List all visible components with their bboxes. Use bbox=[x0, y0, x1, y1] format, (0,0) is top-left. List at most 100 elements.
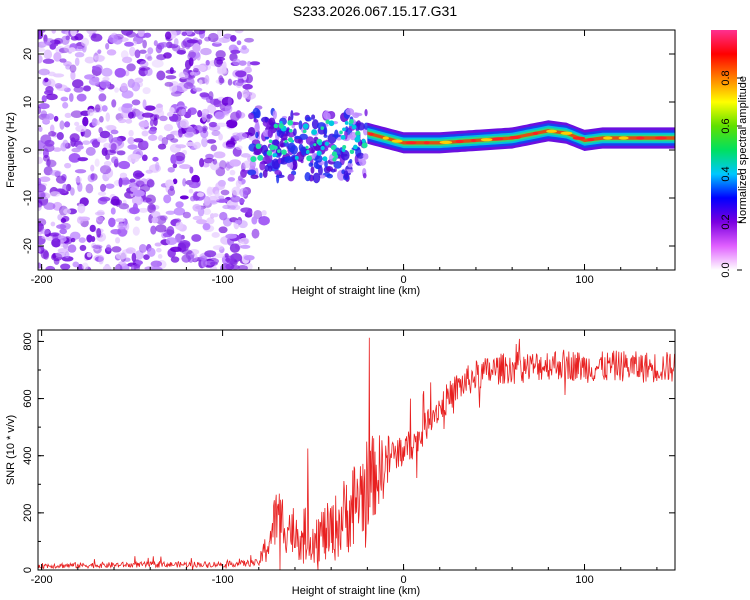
noise-blob bbox=[188, 181, 201, 189]
transition-highlight bbox=[278, 123, 284, 129]
noise-blob bbox=[43, 202, 56, 210]
noise-blob bbox=[120, 82, 128, 92]
noise-blob bbox=[230, 111, 240, 122]
noise-blob bbox=[172, 178, 178, 185]
noise-blob bbox=[156, 70, 166, 81]
noise-blob bbox=[95, 119, 101, 126]
noise-blob bbox=[189, 84, 196, 90]
noise-blob bbox=[79, 244, 87, 252]
transition-highlight bbox=[284, 139, 288, 144]
transition-blob bbox=[334, 129, 339, 139]
noise-blob bbox=[99, 79, 111, 89]
noise-blob bbox=[230, 264, 240, 270]
noise-blob bbox=[91, 118, 98, 127]
noise-blob bbox=[129, 46, 136, 57]
transition-blob bbox=[362, 172, 367, 179]
colorbar-tick-label: 0.0 bbox=[720, 262, 732, 277]
transition-blob bbox=[279, 140, 284, 148]
noise-blob bbox=[42, 58, 55, 64]
noise-blob bbox=[170, 246, 182, 253]
noise-blob bbox=[236, 91, 242, 100]
noise-blob bbox=[133, 138, 144, 143]
noise-blob bbox=[175, 201, 184, 208]
noise-blob bbox=[48, 131, 57, 137]
noise-blob bbox=[225, 255, 235, 264]
noise-blob bbox=[212, 245, 224, 251]
noise-blob bbox=[165, 210, 176, 215]
noise-blob bbox=[148, 128, 157, 135]
noise-blob bbox=[132, 203, 138, 213]
transition-highlight bbox=[313, 143, 317, 147]
transition-blob bbox=[289, 161, 294, 170]
noise-blob bbox=[167, 166, 175, 173]
noise-blob bbox=[132, 170, 144, 179]
noise-blob bbox=[199, 255, 207, 262]
noise-blob bbox=[225, 233, 238, 239]
noise-blob bbox=[150, 211, 161, 218]
transition-highlight bbox=[257, 154, 264, 161]
noise-blob bbox=[116, 150, 126, 156]
x-tick-label: 0 bbox=[400, 274, 406, 286]
noise-blob bbox=[205, 59, 210, 66]
noise-blob bbox=[200, 47, 212, 56]
noise-blob bbox=[127, 136, 135, 145]
transition-highlight bbox=[320, 126, 325, 130]
transition-highlight bbox=[342, 145, 347, 150]
noise-blob bbox=[110, 129, 119, 135]
noise-blob bbox=[249, 61, 261, 66]
noise-blob bbox=[131, 252, 137, 263]
noise-blob bbox=[179, 195, 189, 200]
x-tick-label: -100 bbox=[212, 574, 234, 586]
transition-highlight bbox=[330, 145, 336, 151]
noise-blob bbox=[138, 66, 151, 71]
transition-highlight bbox=[273, 123, 279, 129]
noise-blob bbox=[215, 253, 226, 259]
noise-blob bbox=[216, 122, 228, 127]
noise-blob bbox=[202, 222, 211, 231]
noise-blob bbox=[205, 153, 214, 160]
noise-blob bbox=[38, 54, 43, 64]
transition-highlight bbox=[317, 141, 323, 146]
transition-highlight bbox=[281, 149, 287, 155]
noise-blob bbox=[235, 132, 248, 140]
noise-blob bbox=[74, 169, 87, 174]
noise-blob bbox=[235, 81, 244, 87]
noise-blob bbox=[55, 175, 67, 184]
transition-highlight bbox=[305, 150, 310, 155]
transition-highlight bbox=[344, 121, 349, 125]
noise-blob bbox=[38, 47, 46, 52]
tone-peak bbox=[560, 131, 573, 135]
transition-blob bbox=[268, 165, 273, 172]
noise-blob bbox=[70, 237, 76, 243]
noise-blob bbox=[114, 263, 123, 270]
transition-blob bbox=[364, 109, 368, 117]
noise-blob bbox=[201, 137, 208, 148]
noise-blob bbox=[179, 164, 192, 170]
noise-blob bbox=[219, 77, 225, 84]
noise-blob bbox=[51, 30, 57, 34]
noise-blob bbox=[97, 49, 102, 54]
transition-highlight bbox=[294, 155, 299, 160]
noise-blob bbox=[70, 70, 76, 81]
noise-blob bbox=[115, 218, 126, 223]
transition-highlight bbox=[351, 124, 357, 130]
noise-blob bbox=[189, 166, 194, 174]
noise-blob bbox=[151, 59, 164, 68]
noise-blob bbox=[47, 71, 56, 77]
noise-blob bbox=[204, 250, 217, 258]
transition-blob bbox=[290, 144, 298, 155]
noise-blob bbox=[141, 112, 154, 118]
spectrogram-heatmap bbox=[38, 30, 675, 270]
transition-blob bbox=[292, 112, 300, 116]
noise-blob bbox=[181, 254, 192, 263]
transition-blob bbox=[324, 159, 328, 168]
transition-highlight bbox=[332, 157, 337, 162]
noise-blob bbox=[108, 133, 114, 144]
noise-blob bbox=[69, 64, 77, 73]
noise-blob bbox=[152, 156, 159, 162]
noise-blob bbox=[142, 39, 147, 49]
noise-blob bbox=[57, 214, 63, 221]
noise-blob bbox=[139, 60, 149, 68]
noise-blob bbox=[186, 141, 195, 147]
noise-blob bbox=[170, 138, 179, 143]
